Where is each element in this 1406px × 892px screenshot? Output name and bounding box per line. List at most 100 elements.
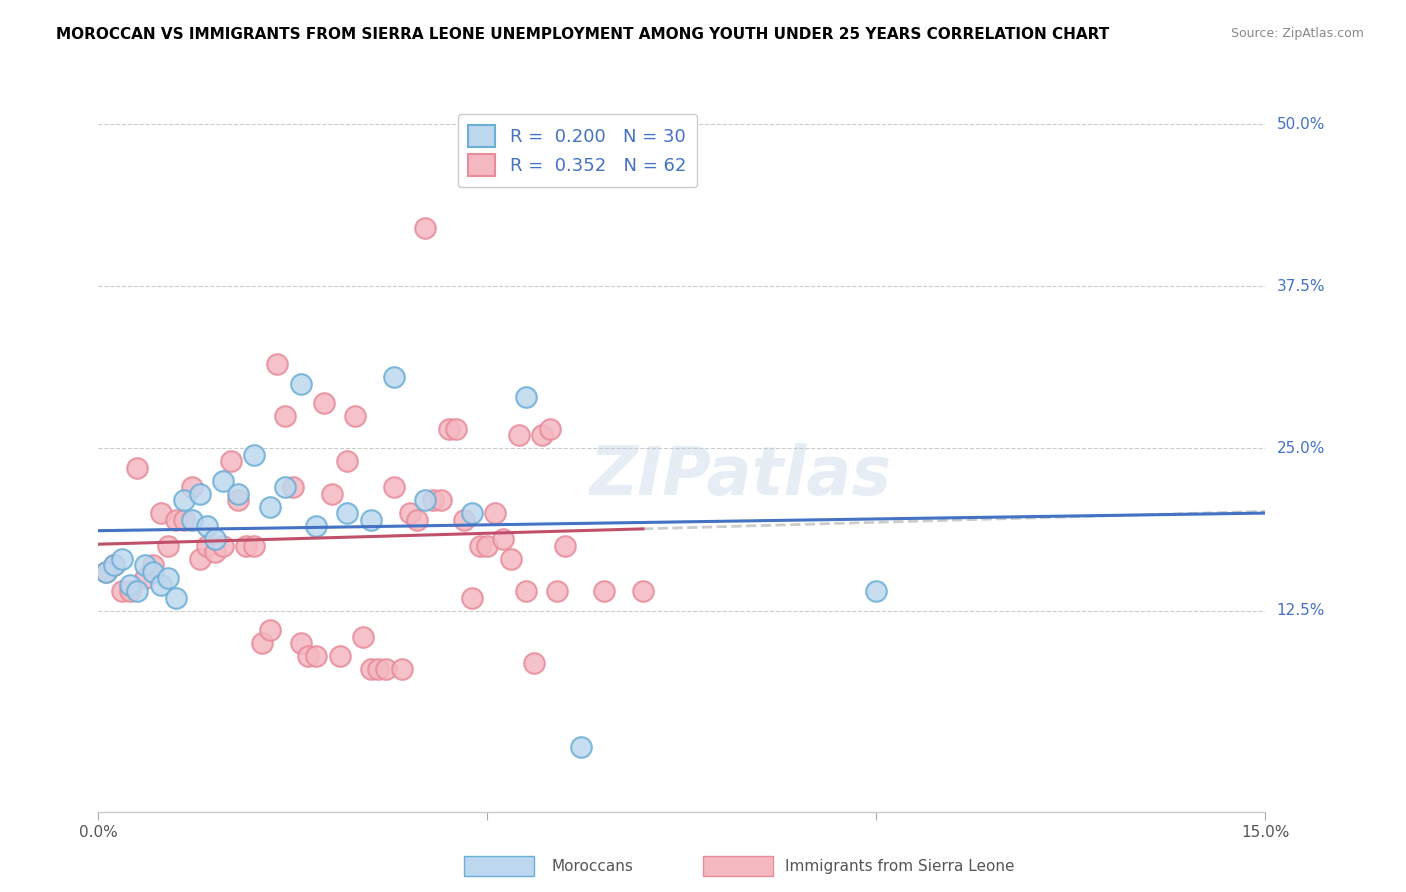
- Text: 12.5%: 12.5%: [1277, 603, 1324, 618]
- Point: [305, 519, 328, 533]
- Point: [360, 513, 382, 527]
- Point: [180, 513, 202, 527]
- Point: [281, 480, 304, 494]
- Point: [413, 220, 436, 235]
- Point: [429, 493, 451, 508]
- Point: [259, 500, 281, 514]
- Point: [382, 480, 405, 494]
- Point: [446, 422, 468, 436]
- Point: [437, 422, 460, 436]
- Point: [312, 396, 335, 410]
- Point: [188, 487, 211, 501]
- Text: 50.0%: 50.0%: [1277, 117, 1324, 131]
- Point: [865, 584, 887, 599]
- Point: [134, 571, 156, 585]
- Point: [290, 636, 312, 650]
- Point: [352, 630, 374, 644]
- Point: [212, 474, 235, 488]
- Point: [103, 558, 125, 573]
- Point: [195, 519, 218, 533]
- Point: [195, 539, 218, 553]
- Point: [103, 558, 125, 573]
- Point: [243, 448, 266, 462]
- Point: [219, 454, 242, 468]
- Text: MOROCCAN VS IMMIGRANTS FROM SIERRA LEONE UNEMPLOYMENT AMONG YOUTH UNDER 25 YEARS: MOROCCAN VS IMMIGRANTS FROM SIERRA LEONE…: [56, 27, 1109, 42]
- Point: [477, 539, 499, 553]
- Point: [228, 493, 250, 508]
- Point: [96, 565, 118, 579]
- Point: [422, 493, 444, 508]
- Point: [142, 565, 165, 579]
- Point: [243, 539, 266, 553]
- Point: [360, 662, 382, 676]
- Point: [250, 636, 273, 650]
- Point: [492, 533, 515, 547]
- Point: [165, 591, 187, 605]
- Point: [508, 428, 530, 442]
- Point: [336, 454, 359, 468]
- Point: [538, 422, 561, 436]
- Point: [228, 487, 250, 501]
- Point: [204, 533, 226, 547]
- Point: [118, 584, 141, 599]
- Point: [461, 591, 484, 605]
- Point: [173, 513, 195, 527]
- Point: [149, 577, 172, 591]
- Point: [515, 390, 537, 404]
- Point: [111, 584, 134, 599]
- Point: [321, 487, 343, 501]
- Point: [96, 565, 118, 579]
- Point: [367, 662, 389, 676]
- Text: Moroccans: Moroccans: [551, 859, 633, 873]
- Point: [530, 428, 553, 442]
- Point: [157, 539, 180, 553]
- Point: [235, 539, 257, 553]
- Point: [274, 480, 297, 494]
- Point: [111, 551, 134, 566]
- Point: [336, 506, 359, 520]
- Point: [593, 584, 616, 599]
- Point: [274, 409, 297, 423]
- Text: Source: ZipAtlas.com: Source: ZipAtlas.com: [1230, 27, 1364, 40]
- Point: [554, 539, 576, 553]
- Point: [259, 623, 281, 637]
- Point: [127, 584, 149, 599]
- Point: [569, 739, 592, 754]
- Point: [484, 506, 506, 520]
- Point: [382, 370, 405, 384]
- Point: [515, 584, 537, 599]
- Text: ZIPatlas: ZIPatlas: [589, 443, 891, 509]
- Point: [165, 513, 187, 527]
- Point: [149, 506, 172, 520]
- Point: [546, 584, 568, 599]
- Point: [180, 480, 202, 494]
- Point: [523, 656, 546, 670]
- Point: [461, 506, 484, 520]
- Point: [157, 571, 180, 585]
- Point: [173, 493, 195, 508]
- Point: [329, 648, 352, 663]
- Point: [127, 461, 149, 475]
- Point: [499, 551, 522, 566]
- Point: [468, 539, 491, 553]
- Point: [413, 493, 436, 508]
- Point: [631, 584, 654, 599]
- Point: [118, 577, 141, 591]
- Point: [344, 409, 367, 423]
- Point: [212, 539, 235, 553]
- Point: [406, 513, 429, 527]
- Point: [391, 662, 413, 676]
- Legend: R =  0.200   N = 30, R =  0.352   N = 62: R = 0.200 N = 30, R = 0.352 N = 62: [457, 114, 697, 187]
- Point: [142, 558, 165, 573]
- Point: [188, 551, 211, 566]
- Point: [204, 545, 226, 559]
- Point: [134, 558, 156, 573]
- Point: [453, 513, 475, 527]
- Point: [375, 662, 398, 676]
- Point: [266, 357, 288, 371]
- Point: [290, 376, 312, 391]
- Point: [398, 506, 420, 520]
- Text: 25.0%: 25.0%: [1277, 441, 1324, 456]
- Text: 37.5%: 37.5%: [1277, 279, 1324, 293]
- Point: [305, 648, 328, 663]
